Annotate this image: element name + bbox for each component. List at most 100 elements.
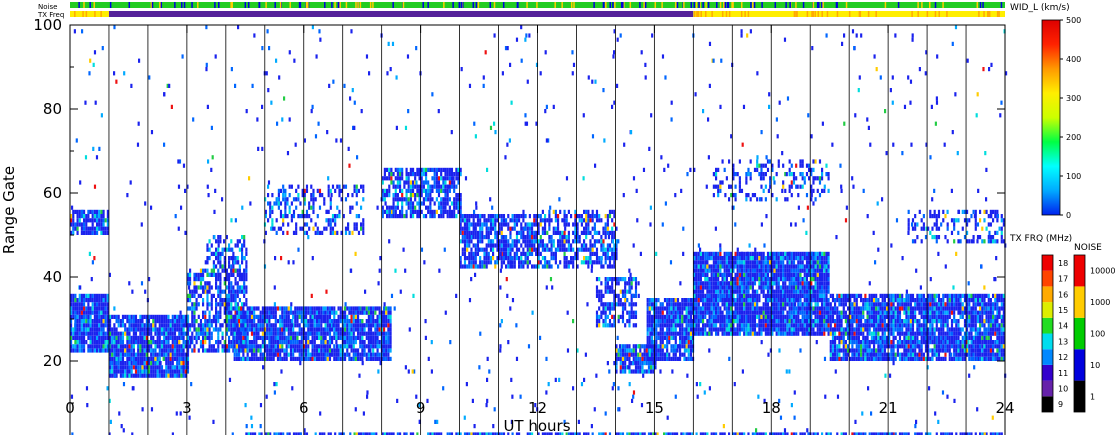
data-cell [372, 335, 375, 340]
data-cell [281, 319, 284, 324]
data-cell [236, 268, 239, 273]
data-cell [550, 239, 553, 244]
data-cell [285, 335, 288, 340]
data-cell [350, 340, 353, 345]
data-cell [771, 319, 774, 324]
data-cell [322, 340, 325, 345]
data-cell [126, 340, 129, 345]
data-cell [169, 327, 172, 332]
data-cell [751, 331, 754, 336]
data-cell [617, 356, 620, 361]
data-cell [734, 314, 737, 319]
data-cell [531, 222, 534, 227]
data-cell [646, 306, 649, 311]
data-cell [202, 272, 205, 277]
data-cell [238, 319, 241, 324]
data-cell [736, 319, 739, 324]
data-cell [389, 340, 392, 345]
data-cell [167, 335, 170, 340]
data-cell [243, 272, 246, 277]
data-cell [476, 235, 480, 240]
data-cell [734, 319, 737, 324]
data-cell [374, 335, 377, 340]
data-cell [230, 256, 233, 261]
data-cell [753, 289, 757, 294]
data-cell [386, 205, 389, 210]
data-cell [124, 361, 127, 366]
data-cell [299, 226, 302, 231]
data-cell [670, 344, 673, 349]
data-cell [736, 327, 739, 332]
data-cell [261, 340, 264, 345]
data-cell [126, 314, 129, 319]
data-cell [687, 340, 690, 345]
data-cell [102, 348, 105, 353]
data-cell [721, 314, 724, 319]
data-cell [359, 310, 362, 315]
data-cell [613, 222, 616, 227]
data-cell [446, 201, 449, 206]
data-cell [719, 256, 722, 261]
data-cell [466, 247, 469, 252]
data-cell [721, 277, 724, 282]
data-cell [782, 285, 785, 290]
data-cell [230, 268, 233, 273]
data-cell [502, 239, 506, 244]
data-cell [259, 319, 262, 324]
data-cell [284, 214, 287, 219]
data-cell [126, 344, 129, 349]
data-cell [559, 239, 562, 244]
data-cell [681, 319, 684, 324]
data-cell [270, 344, 273, 349]
data-cell [326, 356, 329, 361]
data-cell [624, 293, 627, 298]
data-cell [212, 314, 215, 319]
data-cell [753, 302, 757, 307]
data-cell [117, 348, 120, 353]
data-cell [608, 323, 612, 328]
data-cell [70, 319, 73, 324]
data-cell [674, 348, 677, 353]
data-cell [777, 293, 780, 298]
data-cell [600, 281, 603, 286]
data-cell [350, 323, 353, 328]
data-cell [80, 310, 83, 315]
data-cell [189, 306, 192, 311]
data-cell [383, 172, 386, 177]
data-cell [158, 356, 161, 361]
data-cell [362, 230, 365, 235]
data-cell [355, 188, 358, 193]
data-cell [494, 235, 497, 240]
data-cell [450, 214, 454, 219]
data-cell [518, 214, 521, 219]
data-cell [708, 264, 711, 269]
data-cell [721, 272, 724, 277]
data-cell [141, 319, 144, 324]
data-cell [228, 327, 231, 332]
data-cell [134, 352, 138, 357]
data-cell [232, 344, 235, 349]
data-cell [115, 340, 118, 345]
data-cell [182, 348, 185, 353]
data-cell [160, 373, 164, 378]
data-cell [648, 310, 651, 315]
data-cell [554, 247, 557, 252]
txfreq-tick [911, 11, 913, 17]
data-cell [372, 340, 375, 345]
data-cell [219, 235, 222, 240]
data-cell [119, 331, 122, 336]
data-cell [715, 256, 718, 261]
data-cell [784, 277, 787, 282]
data-cell [487, 243, 490, 248]
data-cell [83, 323, 86, 328]
data-cell [195, 277, 198, 282]
data-cell [221, 302, 224, 307]
data-cell [593, 214, 596, 219]
data-cell [466, 230, 469, 235]
data-cell [324, 314, 327, 319]
data-cell [429, 209, 432, 214]
data-cell [234, 268, 237, 273]
data-cell [524, 235, 527, 240]
data-cell [600, 310, 603, 315]
data-cell [639, 361, 642, 366]
